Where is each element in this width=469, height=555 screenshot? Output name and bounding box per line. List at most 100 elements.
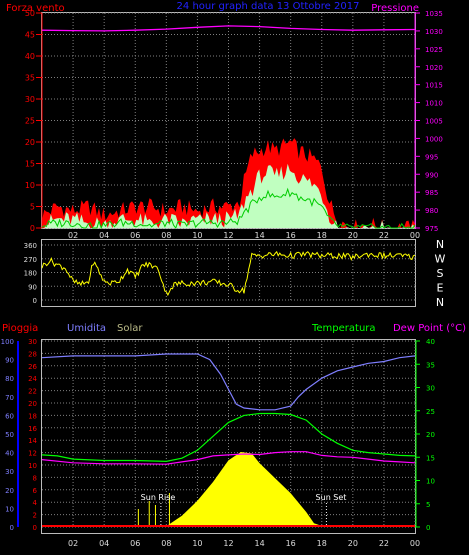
chart-marks xyxy=(41,25,416,527)
humidity-tick-label: 10 xyxy=(28,462,37,470)
temperature-tick-label: 0 xyxy=(426,524,430,532)
time-tick-label: 00 xyxy=(410,231,420,240)
weather-time-tick-label: 04 xyxy=(99,539,109,548)
time-tick-label: 12 xyxy=(223,231,233,240)
weather-time-tick-label: 22 xyxy=(379,539,389,548)
weather-time-tick-label: 18 xyxy=(317,539,327,548)
humidity-axis-title: Umidita xyxy=(67,323,106,334)
wind-tick-label: 20 xyxy=(25,138,35,147)
solar-axis-title: Solar xyxy=(117,323,143,334)
humidity-tick-label: 24 xyxy=(28,375,37,383)
temperature-tick-label: 25 xyxy=(426,408,435,416)
direction-tick-label: 270 xyxy=(24,256,37,264)
sunset-label: Sun Set xyxy=(316,493,347,502)
pressure-tick-label: 990 xyxy=(425,171,438,179)
weather-time-tick-label: 20 xyxy=(348,539,358,548)
humidity-tick-label: 14 xyxy=(28,437,37,445)
time-tick-label: 04 xyxy=(99,231,109,240)
weather-time-tick-label: 08 xyxy=(161,539,171,548)
rain-tick-label: 40 xyxy=(5,450,14,458)
time-tick-label: 14 xyxy=(254,231,264,240)
pressure-tick-label: 1015 xyxy=(425,82,443,90)
humidity-tick-label: 18 xyxy=(28,412,37,420)
compass-label: E xyxy=(437,282,444,295)
time-tick-label: 20 xyxy=(348,231,358,240)
humidity-tick-label: 20 xyxy=(28,400,37,408)
pressure-tick-label: 995 xyxy=(425,153,438,161)
average-wind-line xyxy=(41,187,416,230)
axis-labels: 0510152025303540455097598098599099510001… xyxy=(1,9,446,548)
wind-tick-label: 50 xyxy=(25,9,35,18)
pressure-axis-title: Pressione xyxy=(371,3,419,14)
wind-tick-label: 0 xyxy=(30,224,35,233)
pressure-tick-label: 1035 xyxy=(425,10,443,18)
wind-tick-label: 25 xyxy=(25,117,35,126)
compass-label: N xyxy=(436,296,444,309)
rain-tick-label: 30 xyxy=(5,468,14,476)
weather-time-tick-label: 12 xyxy=(223,539,233,548)
compass-label: S xyxy=(437,267,444,280)
time-tick-label: 16 xyxy=(286,231,296,240)
humidity-tick-label: 16 xyxy=(28,425,37,433)
direction-tick-label: 90 xyxy=(28,283,37,291)
temperature-tick-label: 5 xyxy=(426,501,430,509)
pressure-tick-label: 1020 xyxy=(425,64,443,72)
direction-tick-label: 0 xyxy=(33,297,37,305)
pressure-tick-label: 1005 xyxy=(425,118,443,126)
time-tick-label: 18 xyxy=(317,231,327,240)
humidity-tick-label: 30 xyxy=(28,338,37,346)
rain-tick-label: 70 xyxy=(5,394,14,402)
humidity-tick-label: 6 xyxy=(33,487,38,495)
temperature-line xyxy=(41,412,416,463)
chart-title: 24 hour graph data 13 Ottobre 2017 xyxy=(177,1,360,12)
weather-time-tick-label: 06 xyxy=(130,539,140,548)
temperature-tick-label: 15 xyxy=(426,454,435,462)
wind-tick-label: 10 xyxy=(25,181,35,190)
weather-time-tick-label: 02 xyxy=(68,539,78,548)
pressure-tick-label: 1030 xyxy=(425,28,443,36)
wind-direction-line xyxy=(41,250,416,297)
humidity-tick-label: 0 xyxy=(33,524,37,532)
temperature-tick-label: 10 xyxy=(426,478,435,486)
temperature-tick-label: 35 xyxy=(426,361,435,369)
weather-time-tick-label: 10 xyxy=(192,539,202,548)
wind-tick-label: 45 xyxy=(25,31,35,40)
compass-label: W xyxy=(435,253,446,266)
wind-tick-label: 5 xyxy=(30,203,35,212)
weather-time-tick-label: 00 xyxy=(410,539,420,548)
rain-tick-label: 50 xyxy=(5,431,14,439)
wind-axis-title: Forza vento xyxy=(6,3,65,14)
sunrise-label: Sun Rise xyxy=(141,493,176,502)
time-tick-label: 10 xyxy=(192,231,202,240)
dewpoint-axis-title: Dew Point (°C) xyxy=(393,323,466,334)
humidity-tick-label: 8 xyxy=(33,474,37,482)
time-tick-label: 08 xyxy=(161,231,171,240)
humidity-tick-label: 12 xyxy=(28,450,37,458)
rain-tick-label: 100 xyxy=(1,338,14,346)
pressure-tick-label: 980 xyxy=(425,207,438,215)
humidity-line xyxy=(41,353,416,411)
temperature-tick-label: 20 xyxy=(426,431,435,439)
pressure-line xyxy=(41,25,416,32)
time-tick-label: 06 xyxy=(130,231,140,240)
pressure-tick-label: 975 xyxy=(425,225,438,233)
direction-tick-label: 360 xyxy=(24,242,37,250)
time-tick-label: 22 xyxy=(379,231,389,240)
rain-tick-label: 10 xyxy=(5,505,14,513)
solar-area xyxy=(158,452,325,527)
pressure-tick-label: 1000 xyxy=(425,135,443,143)
temperature-tick-label: 40 xyxy=(426,338,435,346)
weather-time-tick-label: 14 xyxy=(254,539,264,548)
temperature-axis-title: Temperatura xyxy=(311,323,376,334)
wind-tick-label: 40 xyxy=(25,52,35,61)
humidity-tick-label: 28 xyxy=(28,350,37,358)
compass-label: N xyxy=(436,238,444,251)
rain-axis-title: Pioggia xyxy=(2,323,38,334)
rain-tick-label: 90 xyxy=(5,357,14,365)
wind-tick-label: 15 xyxy=(25,160,35,169)
pressure-tick-label: 985 xyxy=(425,189,438,197)
time-tick-label: 02 xyxy=(68,231,78,240)
temperature-tick-label: 30 xyxy=(426,385,435,393)
direction-tick-label: 180 xyxy=(24,270,37,278)
